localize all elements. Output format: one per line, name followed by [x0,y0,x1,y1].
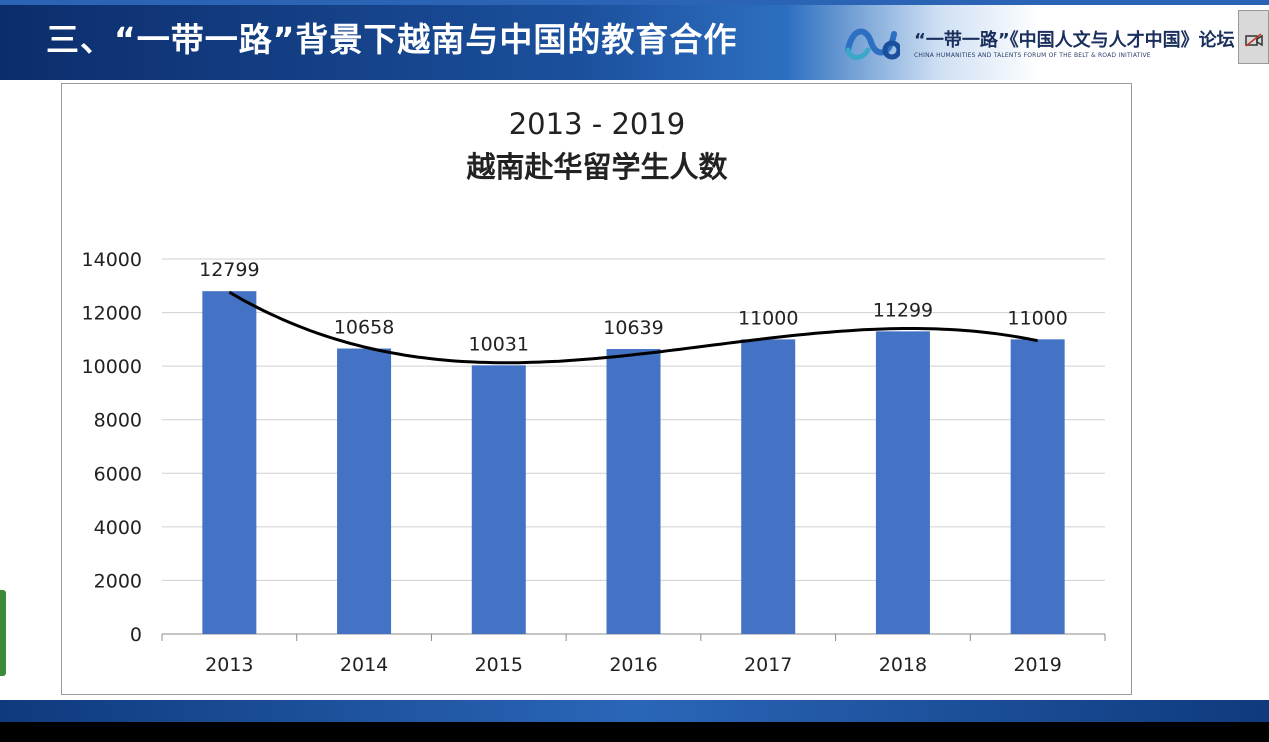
forum-logo-icon [845,28,900,60]
trendline [228,290,1038,365]
forum-subtitle: CHINA HUMANITIES AND TALENTS FORUM OF TH… [914,52,1151,59]
data-label: 10639 [603,317,663,339]
y-tick-label: 12000 [82,303,142,325]
x-tick-label: 2015 [475,654,523,676]
participant-video-thumbnail[interactable] [1238,10,1269,64]
y-tick-label: 6000 [94,463,142,485]
x-tick-label: 2018 [879,654,927,676]
slide-title: 三、“一带一路”背景下越南与中国的教育合作 [46,20,738,59]
y-tick-label: 8000 [94,410,142,432]
data-label: 10031 [469,333,529,355]
x-tick-label: 2016 [609,654,657,676]
y-tick-label: 0 [130,624,142,646]
trendline-layer [228,290,1038,365]
bar [337,348,392,634]
bar [606,349,661,634]
bar [875,331,930,634]
video-letterbox [0,722,1269,742]
chart-container: 2013 - 2019 越南赴华留学生人数 0 2000 4000 6000 8000 1… [61,83,1132,695]
x-tick-label: 2017 [744,654,792,676]
y-tick-label: 2000 [94,570,142,592]
bar [741,339,796,634]
y-axis-ticks: 0 2000 4000 6000 8000 10000 12000 14000 [82,249,142,646]
x-tick-label: 2013 [205,654,253,676]
bar-chart: 2013 - 2019 越南赴华留学生人数 0 2000 4000 6000 8000 1… [82,107,1106,676]
data-label: 11299 [873,299,933,321]
data-label: 10658 [334,317,394,339]
chart-title: 2013 - 2019 [509,107,686,141]
y-tick-label: 4000 [94,517,142,539]
forum-name: “一带一路”《中国人文与人才中国》论坛 [914,30,1235,51]
y-tick-label: 14000 [82,249,142,271]
data-label: 12799 [199,259,259,281]
data-labels: 12799 10658 10031 10639 11000 11299 11000 [199,259,1068,355]
side-panel-handle[interactable] [0,590,6,676]
x-tick-label: 2019 [1013,654,1061,676]
header-accent-strip [0,0,1269,5]
bar [202,291,257,634]
camera-off-icon [1245,33,1263,47]
bar [1010,339,1065,634]
data-label: 11000 [738,307,798,329]
footer-band [0,700,1269,722]
chart-subtitle: 越南赴华留学生人数 [466,150,728,184]
y-tick-label: 10000 [82,356,142,378]
data-label: 11000 [1007,307,1067,329]
slide-header: 三、“一带一路”背景下越南与中国的教育合作 “一带一路”《中国人文与人才中国》论… [0,0,1269,80]
bars [202,291,1065,634]
x-axis-ticks: 2013 2014 2015 2016 2017 2018 2019 [205,654,1062,676]
x-tick-label: 2014 [340,654,388,676]
bar [471,365,526,634]
